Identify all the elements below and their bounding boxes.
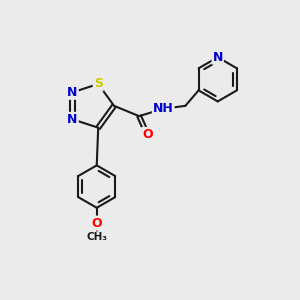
Text: CH₃: CH₃ <box>86 232 107 242</box>
Text: O: O <box>92 217 102 230</box>
Text: N: N <box>212 51 223 64</box>
Text: N: N <box>67 86 78 99</box>
Text: O: O <box>142 128 153 141</box>
Text: S: S <box>94 77 103 91</box>
Text: NH: NH <box>153 102 174 115</box>
Text: N: N <box>67 113 78 126</box>
